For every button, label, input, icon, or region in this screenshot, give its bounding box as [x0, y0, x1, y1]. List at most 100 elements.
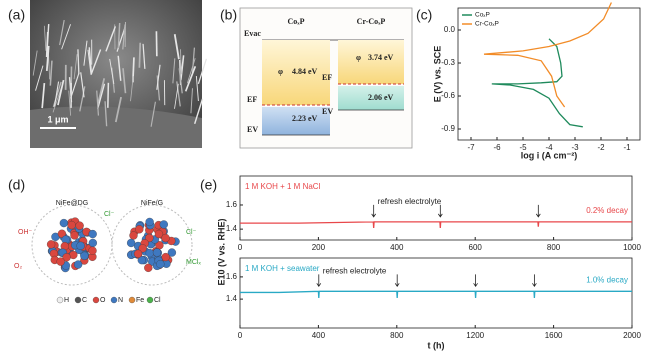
valence-label: EV	[247, 125, 258, 134]
atom	[80, 251, 89, 260]
nanowire	[45, 31, 49, 58]
fermi-label: EF	[247, 95, 257, 104]
atom	[74, 260, 83, 269]
legend-swatch	[92, 296, 100, 304]
x-tick-label: -3	[571, 143, 579, 152]
nanowire	[172, 58, 176, 84]
atom	[161, 233, 170, 243]
work-function-value: 4.84 eV	[292, 67, 318, 76]
panel-label: (d)	[8, 177, 25, 193]
atom	[129, 231, 138, 240]
nanowire	[77, 49, 80, 75]
legend-label: Cr-CoₓP	[475, 21, 499, 28]
condition-label: 1 M KOH + seawater	[245, 264, 320, 273]
x-tick-label: -2	[597, 143, 605, 152]
nanowire	[191, 47, 196, 73]
nanowire	[195, 75, 199, 102]
nanowire	[109, 58, 115, 85]
valence-label: EV	[322, 107, 333, 116]
nanowire	[173, 34, 180, 60]
nanowire	[156, 64, 161, 90]
nanowire	[197, 58, 208, 84]
atom	[70, 231, 79, 240]
atom	[138, 244, 147, 253]
legend-swatch	[56, 296, 64, 304]
work-function-region	[262, 40, 330, 105]
refresh-arrow	[437, 204, 443, 218]
nanowire	[104, 101, 108, 127]
schematic: NiFe@DG NiFe/G OH⁻ Cl⁻ O₂ Cl⁻ MClₓ H C O N F…	[14, 200, 201, 304]
atom	[62, 253, 71, 262]
x-tick-label: 400	[390, 243, 404, 252]
charts: -0.9 -0.6 -0.3 0.0 -7 -6 -5 -4 -3 -2 -1 log i (A cm…	[216, 2, 641, 350]
nanowire	[80, 72, 85, 98]
y-axis-label: E (V) vs. SCE	[432, 46, 442, 103]
data-line	[491, 38, 583, 128]
nanowire	[122, 24, 126, 50]
panel-label: (b)	[220, 7, 237, 23]
decay-label: 1.0% decay	[586, 276, 628, 285]
nanowire	[48, 54, 51, 80]
gas-label: O₂	[14, 263, 22, 270]
nanowire	[90, 49, 102, 75]
atom	[126, 238, 136, 248]
panel-label: (a)	[8, 7, 25, 23]
refresh-arrow	[316, 274, 322, 288]
product-label: MClₓ	[186, 259, 201, 266]
nanowire	[59, 19, 65, 46]
atom	[133, 249, 143, 258]
y-tick-label: -0.3	[441, 58, 455, 67]
x-tick-label: 400	[312, 331, 326, 340]
x-tick-label: 800	[390, 331, 404, 340]
x-axis-label: t (h)	[428, 340, 445, 350]
phi-label: φ	[278, 67, 283, 76]
atom	[144, 263, 153, 273]
x-tick-label: -7	[467, 143, 475, 152]
sem-substrate	[30, 106, 202, 148]
nanowire	[57, 79, 65, 106]
nanowire	[83, 40, 88, 66]
y-axis-label: E10 (V vs. RHE)	[216, 218, 226, 285]
gap-value: 2.06 eV	[368, 93, 394, 102]
nanowire	[105, 26, 117, 52]
x-tick-label: -4	[545, 143, 553, 152]
nanowire	[73, 54, 78, 80]
refresh-arrow	[473, 274, 478, 288]
atom	[88, 246, 97, 255]
legend-swatch	[110, 296, 118, 304]
x-tick-label: 200	[312, 243, 326, 252]
atom	[88, 238, 97, 248]
refresh-arrow	[532, 274, 537, 288]
nanowire	[52, 87, 62, 113]
nanowire	[178, 68, 183, 94]
x-tick-label: 1000	[623, 243, 641, 252]
y-tick-label: 1.4	[226, 294, 238, 303]
nanowire	[117, 22, 121, 49]
work-function-region	[338, 40, 404, 84]
atom	[167, 248, 177, 257]
atom	[145, 217, 154, 227]
atom	[159, 220, 168, 229]
nanowire	[107, 82, 110, 108]
nanowire	[88, 47, 92, 73]
annotation: refresh electrolyte	[323, 266, 387, 275]
atom	[135, 225, 144, 234]
atom	[59, 218, 69, 228]
nanowire	[150, 101, 156, 127]
x-tick-label: 0	[238, 331, 243, 340]
nanowire	[186, 58, 196, 84]
legend-label: N	[118, 297, 123, 304]
panel-label: (c)	[416, 7, 432, 23]
legend-label: Fe	[136, 297, 144, 304]
y-tick-label: 1.4	[226, 224, 238, 233]
atom	[75, 221, 84, 230]
nanowire	[35, 65, 44, 91]
plot-frame	[239, 175, 633, 241]
x-tick-label: 2000	[623, 331, 641, 340]
nanowire	[184, 66, 197, 92]
legend-label: CoₓP	[475, 12, 490, 19]
atom	[137, 256, 146, 265]
legend-swatch	[128, 296, 136, 304]
ion-label: Cl⁻	[186, 229, 197, 236]
